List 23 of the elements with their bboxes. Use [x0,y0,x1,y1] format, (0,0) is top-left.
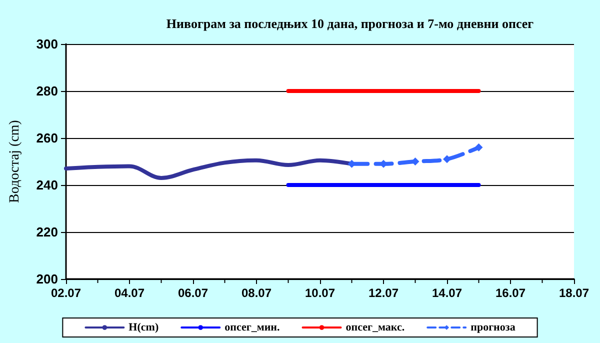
legend-label: опсег_макс. [346,322,405,334]
y-tick-label: 220 [36,224,58,240]
x-tick-label: 10.07 [304,286,336,300]
x-tick-label: 14.07 [432,286,462,300]
point [474,143,483,152]
y-axis-title: Водостај (cm) [8,120,22,203]
legend-label: прогноза [470,322,516,334]
legend-label: опсег_мин. [224,322,280,334]
x-tick-label: 04.07 [114,286,145,300]
x-tick-label: 16.07 [495,286,526,300]
x-tick-label: 12.07 [368,286,399,300]
y-tick-label: 240 [36,178,58,192]
x-tick-label: 06.07 [178,286,208,300]
legend-label: H(cm) [128,322,159,334]
x-tick-label: 02.07 [50,286,82,300]
y-tick-label: 260 [36,130,58,146]
x-tick-label: 18.07 [558,286,590,300]
chart-title: Нивограм за последњих 10 дана, прогноза и 7-мо дневни опсег [166,16,534,31]
x-tick-label: 08.07 [241,286,272,300]
y-tick-label: 200 [36,272,58,286]
y-tick-label: 280 [36,84,58,98]
y-tick-label: 300 [36,36,58,52]
point [443,155,451,164]
